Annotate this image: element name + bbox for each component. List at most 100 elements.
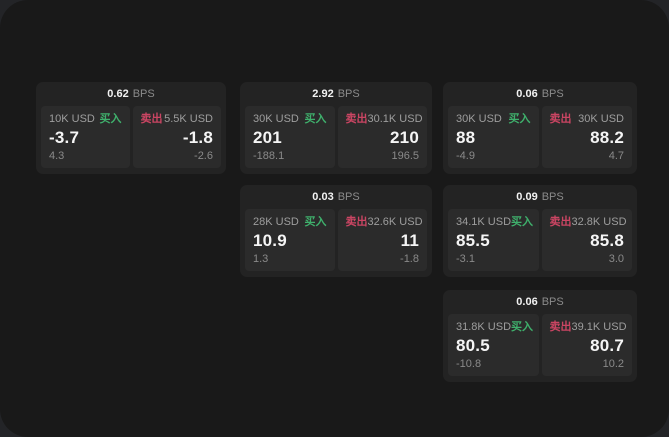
buy-side-label: 买入 — [511, 321, 534, 333]
sell-notional: 5.5K USD — [164, 113, 213, 125]
sell-price-tile[interactable]: 卖出 30.1K USD 210 196.5 — [337, 106, 427, 168]
buy-tile-top-row: 28K USD 买入 — [253, 216, 327, 228]
buy-notional: 31.8K USD — [456, 321, 512, 333]
sell-side-label: 卖出 — [140, 113, 163, 125]
buy-change: -10.8 — [456, 358, 482, 370]
sell-change: 10.2 — [602, 358, 624, 370]
card-body: 31.8K USD 买入 80.5 -10.8 卖出 39.1K USD 80.… — [443, 314, 637, 382]
buy-notional: 10K USD — [49, 113, 95, 125]
buy-price-tile[interactable]: 34.1K USD 买入 85.5 -3.1 — [448, 209, 539, 271]
sell-change: -1.8 — [400, 253, 419, 265]
quote-card: 0.06 BPS 30K USD 买入 88 -4.9 卖出 30K USD 8… — [443, 82, 637, 174]
sell-change: 3.0 — [608, 253, 624, 265]
card-body: 28K USD 买入 10.9 1.3 卖出 32.6K USD 11 -1.8 — [240, 209, 432, 277]
buy-side-label: 买入 — [511, 216, 534, 228]
sell-notional: 39.1K USD — [571, 321, 627, 333]
card-body: 34.1K USD 买入 85.5 -3.1 卖出 32.8K USD 85.8… — [443, 209, 637, 277]
buy-price: 85.5 — [456, 230, 490, 250]
sell-price-tile[interactable]: 卖出 39.1K USD 80.7 10.2 — [541, 314, 632, 376]
buy-notional: 28K USD — [253, 216, 299, 228]
buy-tile-top-row: 31.8K USD 买入 — [456, 321, 534, 333]
bps-unit-label: BPS — [337, 88, 360, 100]
sell-side-label: 卖出 — [549, 321, 572, 333]
sell-price: 210 — [390, 127, 419, 147]
sell-side-label: 卖出 — [549, 113, 572, 125]
bps-value: 2.92 — [312, 88, 334, 100]
card-body: 30K USD 买入 201 -188.1 卖出 30.1K USD 210 1… — [240, 106, 432, 174]
buy-price: 10.9 — [253, 230, 287, 250]
buy-side-label: 买入 — [304, 113, 327, 125]
buy-price: 88 — [456, 127, 476, 147]
sell-notional: 32.8K USD — [571, 216, 627, 228]
sell-price-tile[interactable]: 卖出 32.8K USD 85.8 3.0 — [541, 209, 632, 271]
buy-price-tile[interactable]: 31.8K USD 买入 80.5 -10.8 — [448, 314, 539, 376]
card-header: 0.09 BPS — [443, 185, 637, 209]
buy-side-label: 买入 — [99, 113, 122, 125]
bps-value: 0.06 — [516, 296, 538, 308]
card-body: 10K USD 买入 -3.7 4.3 卖出 5.5K USD -1.8 -2.… — [36, 106, 226, 174]
bps-unit-label: BPS — [541, 296, 564, 308]
bps-unit-label: BPS — [132, 88, 155, 100]
buy-tile-top-row: 34.1K USD 买入 — [456, 216, 534, 228]
buy-side-label: 买入 — [508, 113, 531, 125]
buy-change: -4.9 — [456, 150, 475, 162]
quote-card: 0.62 BPS 10K USD 买入 -3.7 4.3 卖出 5.5K USD… — [36, 82, 226, 174]
buy-price-tile[interactable]: 10K USD 买入 -3.7 4.3 — [41, 106, 130, 168]
buy-change: 1.3 — [253, 253, 269, 265]
sell-change: 4.7 — [608, 150, 624, 162]
bps-value: 0.62 — [107, 88, 129, 100]
sell-price-tile[interactable]: 卖出 5.5K USD -1.8 -2.6 — [132, 106, 221, 168]
quote-card: 0.09 BPS 34.1K USD 买入 85.5 -3.1 卖出 32.8K… — [443, 185, 637, 277]
buy-side-label: 买入 — [304, 216, 327, 228]
bps-unit-label: BPS — [541, 88, 564, 100]
buy-notional: 34.1K USD — [456, 216, 512, 228]
bps-value: 0.09 — [516, 191, 538, 203]
buy-change: 4.3 — [49, 150, 65, 162]
quote-card: 0.06 BPS 31.8K USD 买入 80.5 -10.8 卖出 39.1… — [443, 290, 637, 382]
sell-tile-top-row: 卖出 39.1K USD — [549, 321, 627, 333]
buy-price-tile[interactable]: 28K USD 买入 10.9 1.3 — [245, 209, 335, 271]
sell-price-tile[interactable]: 卖出 30K USD 88.2 4.7 — [541, 106, 632, 168]
sell-notional: 32.6K USD — [367, 216, 423, 228]
sell-side-label: 卖出 — [549, 216, 572, 228]
sell-tile-top-row: 卖出 5.5K USD — [141, 113, 214, 125]
sell-price-tile[interactable]: 卖出 32.6K USD 11 -1.8 — [337, 209, 427, 271]
buy-notional: 30K USD — [456, 113, 502, 125]
sell-tile-top-row: 卖出 30.1K USD — [345, 113, 423, 125]
card-header: 0.03 BPS — [240, 185, 432, 209]
bps-value: 0.03 — [312, 191, 334, 203]
sell-side-label: 卖出 — [345, 216, 368, 228]
buy-price: -3.7 — [49, 127, 80, 147]
buy-price: 201 — [253, 127, 282, 147]
card-header: 0.06 BPS — [443, 290, 637, 314]
card-header: 0.06 BPS — [443, 82, 637, 106]
buy-notional: 30K USD — [253, 113, 299, 125]
sell-price: 11 — [400, 230, 419, 250]
sell-tile-top-row: 卖出 32.6K USD — [345, 216, 423, 228]
sell-price: 85.8 — [590, 230, 624, 250]
sell-price: -1.8 — [182, 127, 213, 147]
quote-card: 0.03 BPS 28K USD 买入 10.9 1.3 卖出 32.6K US… — [240, 185, 432, 277]
buy-tile-top-row: 30K USD 买入 — [253, 113, 327, 125]
buy-price-tile[interactable]: 30K USD 买入 88 -4.9 — [448, 106, 539, 168]
sell-tile-top-row: 卖出 30K USD — [550, 113, 625, 125]
card-header: 0.62 BPS — [36, 82, 226, 106]
buy-price: 80.5 — [456, 335, 490, 355]
bps-value: 0.06 — [516, 88, 538, 100]
sell-change: -2.6 — [194, 150, 213, 162]
sell-change: 196.5 — [391, 150, 419, 162]
quote-card: 2.92 BPS 30K USD 买入 201 -188.1 卖出 30.1K … — [240, 82, 432, 174]
bps-unit-label: BPS — [337, 191, 360, 203]
card-header: 2.92 BPS — [240, 82, 432, 106]
sell-side-label: 卖出 — [345, 113, 368, 125]
buy-change: -188.1 — [253, 150, 285, 162]
sell-tile-top-row: 卖出 32.8K USD — [549, 216, 627, 228]
card-body: 30K USD 买入 88 -4.9 卖出 30K USD 88.2 4.7 — [443, 106, 637, 174]
buy-tile-top-row: 10K USD 买入 — [49, 113, 122, 125]
sell-price: 88.2 — [590, 127, 624, 147]
buy-price-tile[interactable]: 30K USD 买入 201 -188.1 — [245, 106, 335, 168]
sell-notional: 30K USD — [578, 113, 624, 125]
buy-change: -3.1 — [456, 253, 475, 265]
buy-tile-top-row: 30K USD 买入 — [456, 113, 531, 125]
